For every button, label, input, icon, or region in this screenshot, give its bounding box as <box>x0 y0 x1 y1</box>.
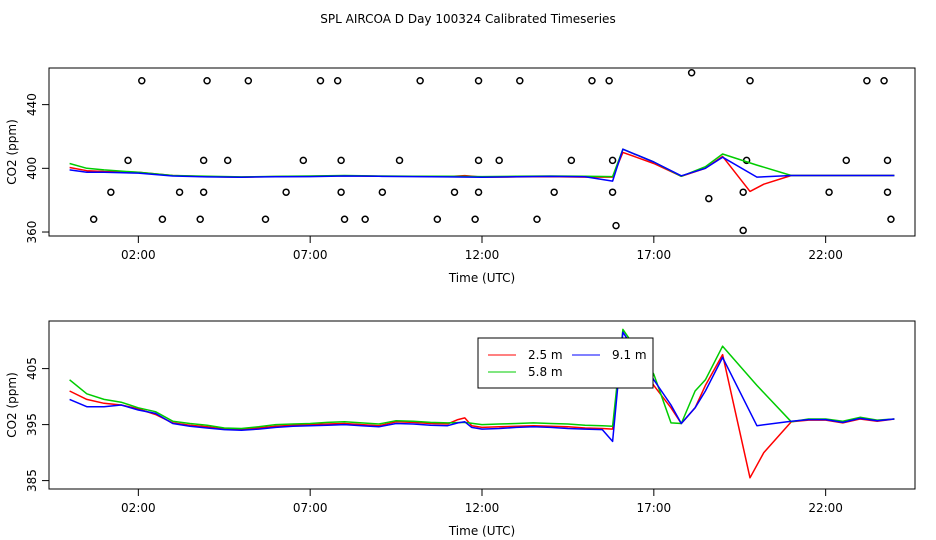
top-data-point <box>887 215 895 224</box>
legend-label-5-8m: 5.8 m <box>528 365 563 379</box>
top-x-tick-label: 07:00 <box>293 248 328 262</box>
top-data-point <box>282 188 290 196</box>
top-y-axis: 360 400 440 <box>25 93 49 243</box>
bottom-series-line-9-1-m <box>69 331 895 443</box>
top-x-axis: 02:00 07:00 12:00 17:00 22:00 <box>121 236 843 262</box>
top-data-point <box>433 215 442 224</box>
top-data-point <box>825 188 833 196</box>
bottom-x-tick-label: 22:00 <box>808 501 843 515</box>
legend: 2.5 m 5.8 m 9.1 m <box>477 337 654 389</box>
bottom-panel: 02:00 07:00 12:00 17:00 22:00 385 395 405 Time… <box>5 320 916 538</box>
top-data-point <box>608 188 617 196</box>
top-data-point <box>158 215 167 224</box>
top-data-point <box>196 215 204 224</box>
top-x-tick-label: 12:00 <box>465 248 500 262</box>
top-data-point <box>261 215 270 224</box>
top-data-point <box>863 76 871 85</box>
top-data-point <box>474 188 483 196</box>
top-data-point <box>474 156 483 165</box>
top-data-point <box>739 226 747 235</box>
top-data-point <box>337 188 345 196</box>
top-plot-frame <box>48 67 916 237</box>
top-x-label: Time (UTC) <box>448 271 515 285</box>
top-data-point <box>612 221 620 230</box>
top-data-point <box>474 76 483 85</box>
bottom-y-tick-label: 385 <box>25 469 39 492</box>
bottom-y-label: CO2 (ppm) <box>5 372 19 438</box>
bottom-x-tick-label: 17:00 <box>637 501 672 515</box>
top-data-point <box>516 76 524 85</box>
top-data-point <box>89 215 98 224</box>
top-y-label: CO2 (ppm) <box>5 119 19 185</box>
top-x-tick-label: 22:00 <box>808 248 843 262</box>
top-y-tick-label: 440 <box>25 93 39 116</box>
top-data-point <box>337 156 345 165</box>
top-data-point <box>203 76 211 85</box>
top-data-point <box>739 188 747 196</box>
top-data-point <box>495 156 503 165</box>
top-data-point <box>244 76 253 85</box>
legend-label-2-5m: 2.5 m <box>528 348 563 362</box>
top-data-point <box>746 76 754 85</box>
bottom-y-tick-label: 405 <box>25 357 39 380</box>
top-data-point <box>223 156 232 165</box>
top-data-point <box>340 215 349 224</box>
top-data-point <box>199 156 208 165</box>
top-data-point <box>416 76 424 85</box>
bottom-x-tick-label: 12:00 <box>465 501 500 515</box>
bottom-x-tick-label: 07:00 <box>293 501 328 515</box>
figure-title: SPL AIRCOA D Day 100324 Calibrated Times… <box>320 12 615 26</box>
top-data-point <box>299 156 308 165</box>
bottom-series-line-2-5-m <box>69 339 895 479</box>
top-data-point <box>199 188 208 196</box>
top-x-tick-label: 02:00 <box>121 248 156 262</box>
top-series-line-2-5-m <box>69 151 895 193</box>
top-y-tick-label: 360 <box>25 221 39 244</box>
top-data-point <box>567 156 576 165</box>
bottom-y-axis: 385 395 405 <box>25 357 49 492</box>
top-data-point <box>138 76 146 85</box>
bottom-series-lines <box>69 328 895 479</box>
top-data-point <box>687 69 696 77</box>
top-y-tick-label: 400 <box>25 157 39 180</box>
bottom-x-label: Time (UTC) <box>448 524 515 538</box>
top-series-line-5-8-m <box>69 148 895 178</box>
top-x-tick-label: 17:00 <box>637 248 672 262</box>
top-series-line-9-1-m <box>69 148 895 182</box>
top-scatter-points <box>89 69 895 235</box>
top-panel: 02:00 07:00 12:00 17:00 22:00 360 400 440 Time… <box>5 67 916 285</box>
top-data-point <box>471 215 479 224</box>
top-data-point <box>608 156 617 165</box>
top-data-point <box>880 76 888 85</box>
top-data-point <box>361 215 369 224</box>
legend-box <box>477 337 654 389</box>
bottom-x-axis: 02:00 07:00 12:00 17:00 22:00 <box>121 489 843 515</box>
top-series-lines <box>69 148 895 193</box>
top-data-point <box>588 76 596 85</box>
top-data-point <box>378 188 387 196</box>
top-data-point <box>395 156 404 165</box>
top-data-point <box>175 188 184 196</box>
top-data-point <box>333 76 342 85</box>
top-data-point <box>605 76 613 85</box>
top-data-point <box>705 194 713 203</box>
bottom-series-line-5-8-m <box>69 328 895 430</box>
bottom-y-tick-label: 395 <box>25 413 39 436</box>
top-data-point <box>842 156 851 165</box>
top-data-point <box>124 156 132 165</box>
top-data-point <box>550 188 558 196</box>
bottom-x-tick-label: 02:00 <box>121 501 156 515</box>
top-data-point <box>883 188 892 196</box>
top-data-point <box>316 76 325 85</box>
top-data-point <box>450 188 459 196</box>
top-data-point <box>883 156 892 165</box>
top-data-point <box>107 188 115 196</box>
legend-label-9-1m: 9.1 m <box>612 348 647 362</box>
top-data-point <box>533 215 541 224</box>
